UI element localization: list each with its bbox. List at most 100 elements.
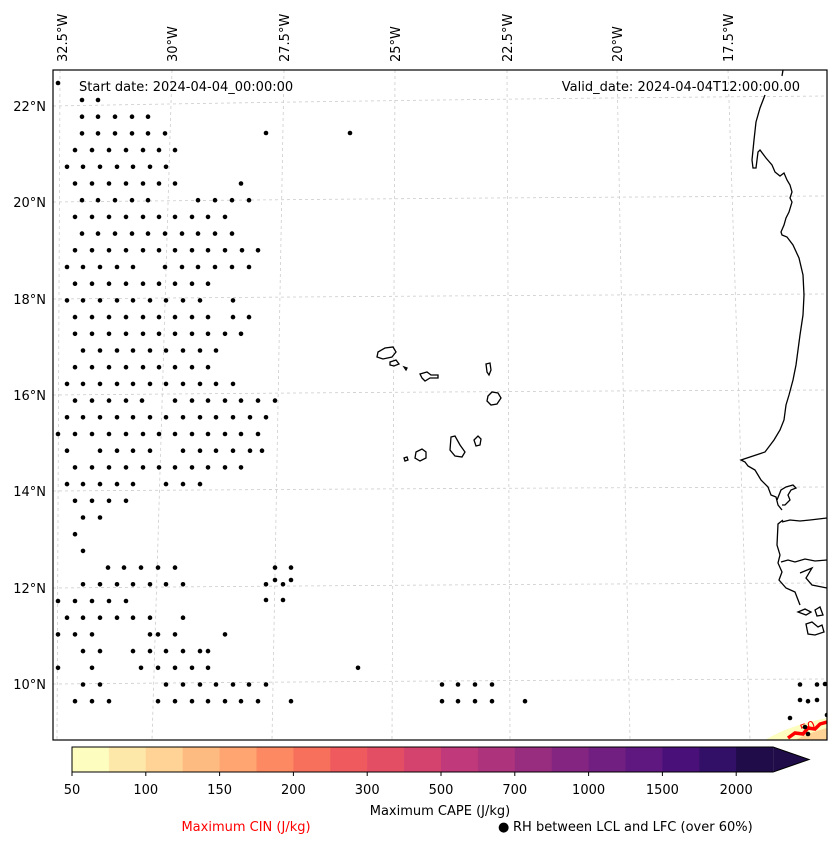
rh-marker [130,582,136,587]
lat-tick-label: 22°N [13,100,46,115]
colorbar-segment [72,747,110,772]
rh-marker [106,248,112,253]
rh-marker [195,197,201,203]
colorbar-extend-arrow [773,747,810,772]
cape-fill-100 [795,728,827,740]
island-bijagos-1 [796,608,813,616]
rh-marker [272,565,278,570]
rh-marker [213,682,219,687]
rh-marker [155,698,161,704]
rh-marker [129,197,135,203]
rh-marker [129,231,135,236]
rh-marker [123,147,129,153]
rh-marker [280,597,286,603]
rh-marker [263,582,269,587]
rh-marker [195,231,201,236]
rh-marker [172,147,178,153]
rh-marker [97,481,103,487]
lat-tick-label: 16°N [13,389,46,404]
rh-marker [123,314,129,320]
rh-marker [72,314,78,320]
colorbar-outline [71,746,811,773]
rh-marker [114,481,120,487]
colorbar-segment [588,747,626,772]
rh-marker [288,577,294,583]
rh-marker [355,665,361,671]
rh-marker [238,331,244,337]
rh-marker [80,648,86,654]
colorbar-segment [736,747,774,772]
meridian-gridline [56,70,61,740]
rh-marker [156,314,162,320]
island-maio [473,435,482,447]
rh-marker [97,381,103,387]
rh-marker [162,131,168,136]
rh-marker [156,281,162,287]
rh-marker [72,214,78,220]
rh-marker [64,264,70,270]
rh-marker [180,348,186,353]
lon-tick-label: 25°W [389,26,404,62]
rh-marker [239,248,245,253]
rh-marker [205,248,211,253]
island-santiago [449,435,466,458]
rh-marker [259,448,265,454]
rh-marker [439,698,445,704]
rh-marker [280,582,286,587]
rh-marker [97,682,103,687]
rh-marker [180,481,186,487]
rh-marker [129,131,135,136]
rh-marker [222,632,228,637]
rh-marker [114,298,120,303]
rh-marker [156,465,162,470]
rh-marker [97,164,103,170]
rh-marker [288,698,294,704]
rh-marker [95,131,101,136]
coastline-casamance [780,558,827,563]
rh-marker [106,364,112,370]
rh-marker [163,648,169,654]
rh-marker [145,197,151,203]
rh-marker [147,298,153,303]
coastline-mainland [739,70,805,606]
rh-marker [97,582,103,587]
lon-tick-label: 22.5°W [501,14,516,62]
valid-date-label: Valid_date: 2024-04-04T12:00:00.00 [562,80,800,95]
island-santo-antao [376,346,397,360]
rh-marker [123,498,129,504]
rh-marker [80,682,86,687]
rh-marker [89,632,95,637]
rh-marker [222,431,228,437]
rh-marker [140,431,146,437]
colorbar-segment [256,747,294,772]
rh-marker [89,465,95,470]
rh-marker [79,131,85,136]
colorbar-segment [367,747,405,772]
lon-tick-label: 27.5°W [278,14,293,62]
rh-marker [222,248,228,253]
rh-marker [163,582,169,587]
rh-marker [162,231,168,236]
rh-marker [97,515,103,520]
rh-marker [172,248,178,253]
rh-marker [205,465,211,470]
rh-marker [213,348,219,353]
rh-marker [247,415,253,420]
rh-marker [172,465,178,470]
rh-marker [106,598,112,604]
rh-marker [197,298,203,303]
rh-marker [79,197,85,203]
colorbar-segment [182,747,221,772]
meridian-gridline [151,70,173,740]
rh-marker [139,398,145,403]
meridian-gridline [727,70,751,740]
rh-marker [147,348,153,353]
rh-marker [106,431,112,437]
rh-marker [189,331,195,337]
rh-marker [140,465,146,470]
rh-marker [72,398,78,403]
colorbar-tick-label: 300 [355,783,380,798]
rh-marker [189,314,195,320]
start-date-label: Start date: 2024-04-04_00:00:00 [79,80,293,95]
